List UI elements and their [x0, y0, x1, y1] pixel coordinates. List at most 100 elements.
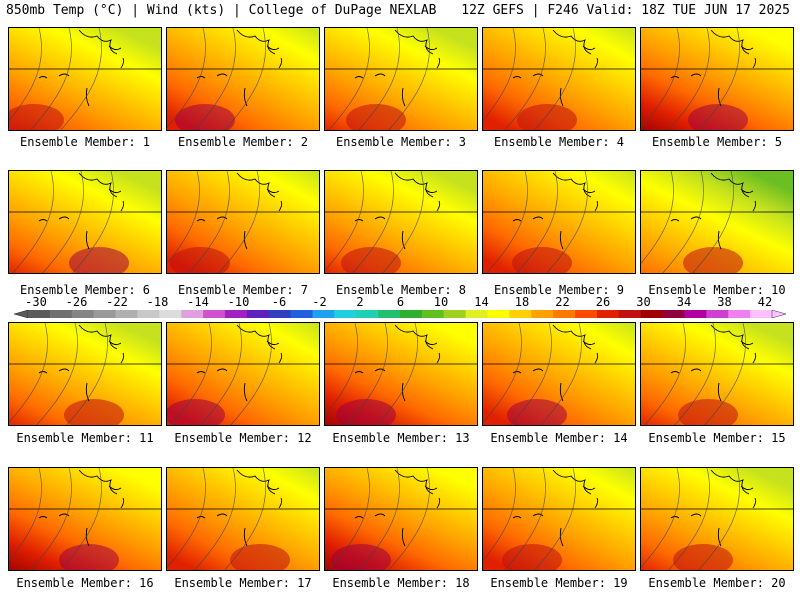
colorbar-segment	[378, 310, 401, 318]
warm-core-shading	[9, 104, 64, 130]
height-contour	[668, 468, 710, 570]
map-panel-member-18	[324, 467, 478, 571]
temperature-field-map	[641, 468, 793, 570]
warm-core-shading	[336, 399, 396, 425]
height-contour	[483, 468, 516, 561]
map-panel-member-6	[8, 170, 162, 274]
colorbar-tick-label: 34	[676, 295, 692, 309]
height-contour	[516, 171, 558, 273]
height-contour	[641, 28, 680, 128]
height-contour	[60, 28, 102, 130]
height-contour	[66, 323, 108, 425]
colorbar-tick-label: 10	[433, 295, 449, 309]
coastline	[196, 469, 283, 547]
height-contour	[30, 28, 72, 130]
height-contour	[224, 28, 266, 130]
height-contour	[170, 323, 212, 425]
map-panel-member-2	[166, 27, 320, 131]
height-contour	[641, 468, 680, 568]
warm-core-shading	[678, 399, 738, 425]
colorbar-segment	[421, 310, 445, 318]
height-contour	[42, 171, 84, 273]
coastline	[512, 469, 599, 547]
height-contour	[534, 28, 576, 130]
height-contour	[698, 28, 740, 130]
height-contour	[224, 468, 266, 570]
height-contour	[704, 323, 746, 425]
height-contour	[483, 28, 516, 121]
height-contour	[388, 28, 430, 130]
colorbar-segment	[159, 310, 182, 318]
temperature-field-map	[483, 323, 635, 425]
colorbar-segment	[728, 310, 751, 318]
map-panel-member-11	[8, 322, 162, 426]
colorbar-segment	[224, 310, 248, 318]
height-contour	[167, 468, 206, 568]
colorbar-segment	[268, 310, 292, 318]
height-contour	[483, 323, 522, 423]
map-panel-member-19	[482, 467, 636, 571]
warm-core-shading	[64, 399, 124, 425]
height-contour	[698, 468, 740, 570]
colorbar-segment	[640, 310, 664, 318]
colorbar-segment	[49, 310, 73, 318]
warm-core-shading	[688, 104, 748, 130]
height-contour	[504, 28, 546, 130]
coastline	[354, 469, 441, 547]
temperature-field-map	[167, 28, 319, 130]
panel-label-member-7: Ensemble Member: 7	[177, 283, 309, 297]
height-contour	[325, 323, 358, 416]
panel-label-member-6: Ensemble Member: 6	[19, 283, 151, 297]
colorbar-segment	[246, 310, 270, 318]
height-contour	[376, 323, 418, 425]
panel-label-member-11: Ensemble Member: 11	[16, 431, 154, 445]
colorbar-segment	[553, 310, 576, 318]
temperature-field-map	[325, 28, 477, 130]
height-contour	[668, 28, 710, 130]
height-contour	[692, 171, 734, 273]
temperature-field-map	[483, 468, 635, 570]
map-panel-member-3	[324, 27, 478, 131]
colorbar-segment	[750, 310, 773, 318]
colorbar-segment	[137, 310, 160, 318]
coastline	[670, 469, 757, 547]
warm-core-shading	[673, 544, 733, 570]
panel-label-member-20: Ensemble Member: 20	[648, 576, 786, 590]
height-contour	[325, 171, 364, 271]
temperature-field-map	[9, 171, 161, 273]
temperature-field-map	[167, 323, 319, 425]
temperature-field-map	[641, 323, 793, 425]
colorbar-tick-label: 30	[636, 295, 651, 309]
colorbar-segment	[290, 310, 313, 318]
colorbar-segment	[93, 310, 117, 318]
colorbar-segment	[443, 310, 467, 318]
coastline	[354, 172, 441, 250]
panel-label-member-17: Ensemble Member: 17	[174, 576, 312, 590]
colorbar-segment	[334, 310, 357, 318]
height-contour	[9, 468, 42, 561]
coastline	[38, 29, 125, 107]
panel-label-member-15: Ensemble Member: 15	[648, 431, 786, 445]
panel-label-member-9: Ensemble Member: 9	[493, 283, 625, 297]
height-contour	[188, 171, 230, 273]
height-contour	[504, 468, 546, 570]
colorbar-tick-label: 22	[555, 295, 570, 309]
height-contour	[12, 171, 54, 273]
map-panel-member-13	[324, 322, 478, 426]
coastline	[196, 29, 283, 107]
height-contour	[546, 171, 588, 273]
colorbar-segment	[28, 310, 51, 318]
colorbar-segment	[356, 310, 379, 318]
colorbar-tick-label: -18	[146, 295, 169, 309]
warm-core-shading	[331, 544, 391, 570]
colorbar-segment	[596, 310, 620, 318]
height-contour	[194, 468, 236, 570]
colorbar-tick-label: 38	[717, 295, 732, 309]
colorbar-tick-label: -30	[25, 295, 47, 309]
height-contour	[36, 323, 78, 425]
colorbar-tick-label: -26	[65, 295, 88, 309]
temperature-field-map	[483, 28, 635, 130]
temperature-field-map	[325, 323, 477, 425]
map-panel-member-4	[482, 27, 636, 131]
panel-label-member-14: Ensemble Member: 14	[490, 431, 628, 445]
